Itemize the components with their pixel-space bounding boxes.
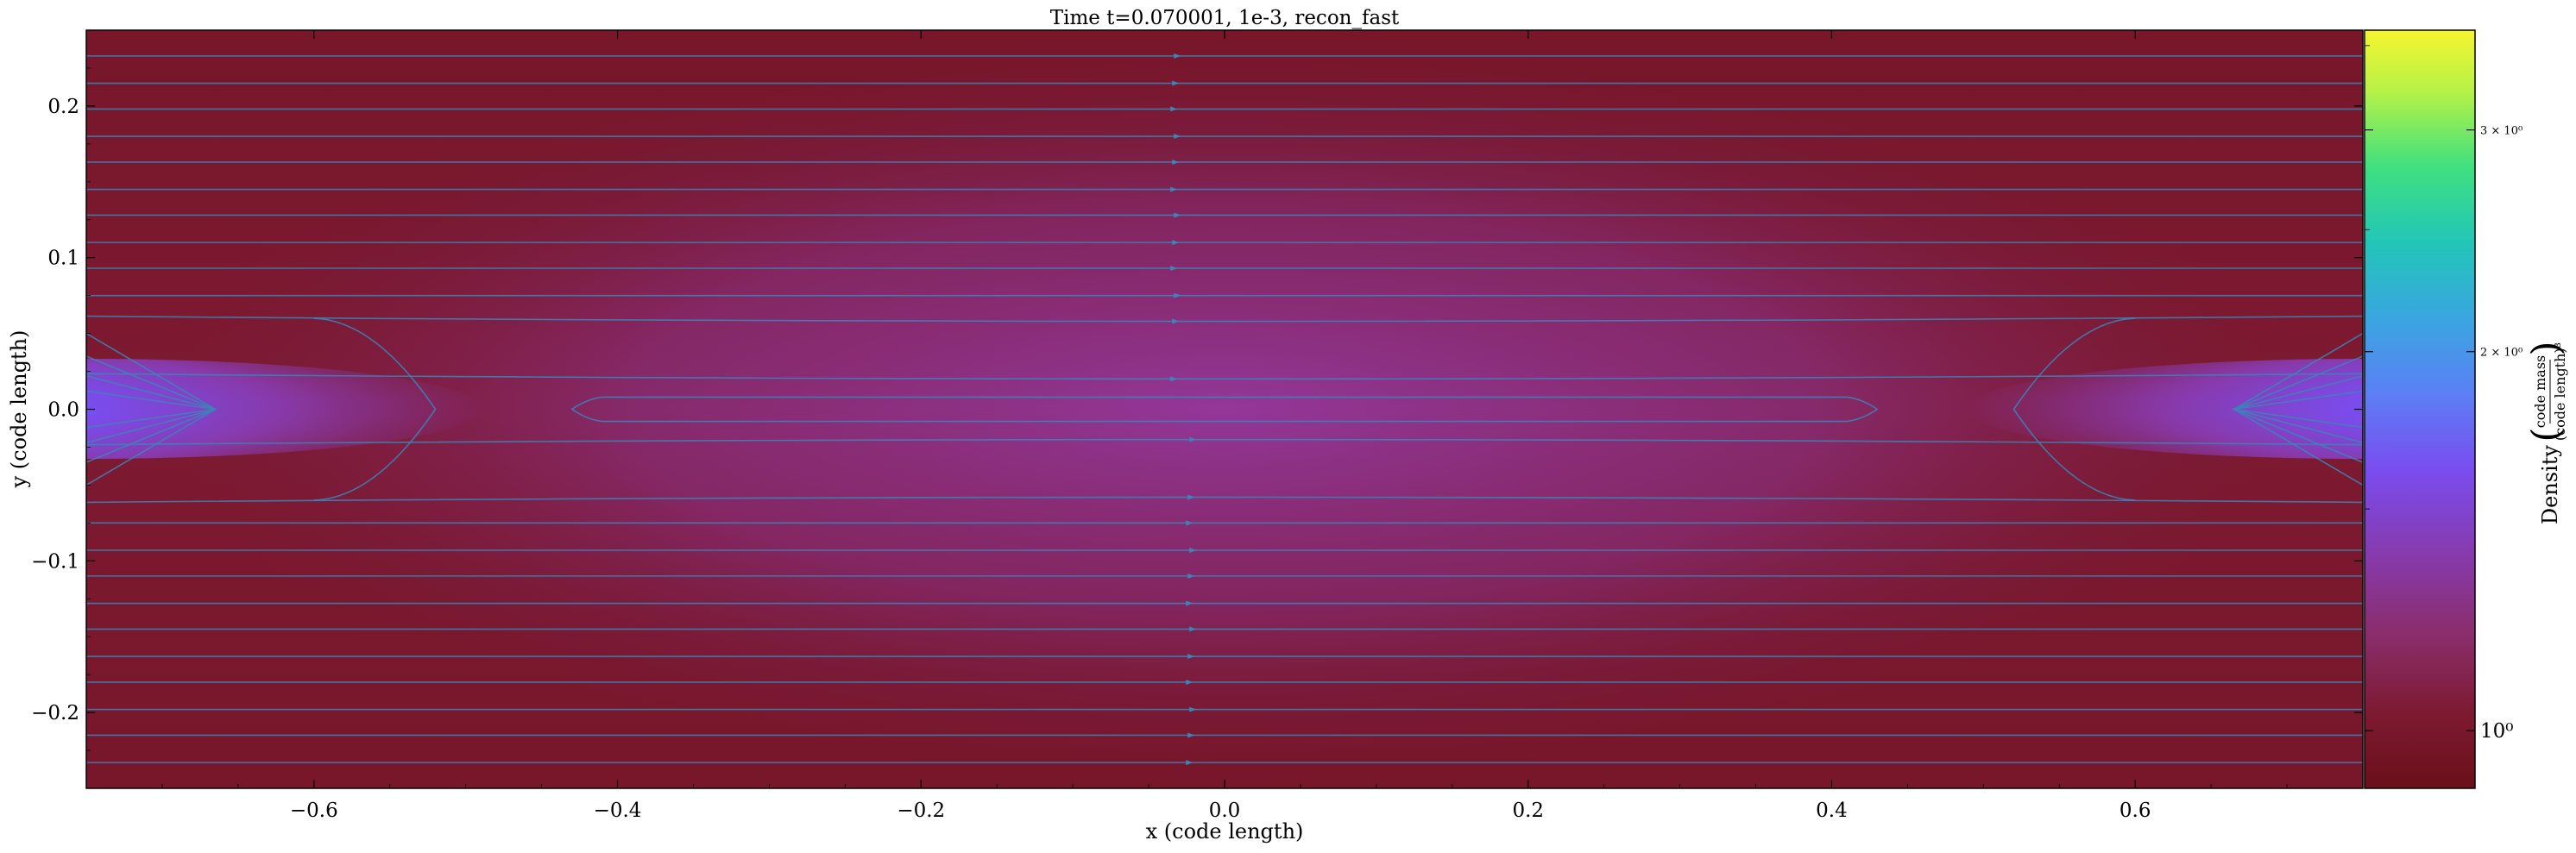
x-tick-label: −0.4 xyxy=(594,800,642,822)
field-arrow xyxy=(1174,212,1181,218)
field-arrow xyxy=(1187,573,1195,579)
field-arrow xyxy=(1174,292,1181,298)
density-left-peak xyxy=(86,359,483,459)
colorbar xyxy=(2364,29,2476,789)
density-left-dark-lower xyxy=(86,438,207,559)
field-arrow xyxy=(1172,159,1180,165)
field-arrow xyxy=(1172,80,1180,86)
y-tick-label: 0.0 xyxy=(47,399,79,422)
colorbar-ticks: 10⁰ 2 × 10⁰ 3 × 10⁰ xyxy=(2365,45,2522,789)
y-tick-label: −0.1 xyxy=(31,550,79,573)
field-line xyxy=(86,373,2363,380)
colorbar-label-denominator: (code length)³ xyxy=(2552,342,2568,441)
field-arrow xyxy=(1187,732,1195,738)
chart-title: Time t=0.070001, 1e-3, recon_fast xyxy=(1050,7,1400,29)
y-axis-label: y (code length) xyxy=(7,330,31,489)
x-tick-label: 0.0 xyxy=(1209,800,1241,822)
density-right-dark xyxy=(2242,259,2363,379)
density-right-dark-lower xyxy=(2242,438,2363,559)
field-arrow xyxy=(1186,760,1194,766)
x-tick-label: −0.6 xyxy=(290,800,338,822)
field-arrow xyxy=(1189,706,1197,712)
field-arrow xyxy=(1187,494,1195,500)
field-line xyxy=(86,496,2363,504)
field-arrow xyxy=(1170,106,1178,112)
field-line-loop xyxy=(570,396,603,423)
field-line-loop xyxy=(1846,396,1879,423)
field-arrow xyxy=(1189,436,1197,442)
y-tick-label: 0.1 xyxy=(47,248,79,270)
field-arrow xyxy=(1172,240,1180,246)
x-axis-ticks: −0.6 −0.4 −0.2 0.0 0.2 0.4 0.6 xyxy=(161,30,2288,822)
field-arrow xyxy=(1170,376,1178,382)
colorbar-label-numerator: code mass xyxy=(2532,355,2548,429)
y-tick-label: −0.2 xyxy=(31,702,79,724)
x-tick-label: 0.6 xyxy=(2119,800,2151,822)
field-arrow xyxy=(1187,654,1195,660)
field-arrow xyxy=(1189,626,1197,632)
field-lines xyxy=(86,55,2363,763)
colorbar-tick-label: 2 × 10⁰ xyxy=(2480,347,2522,360)
field-line-arrows xyxy=(1170,53,1197,766)
colorbar-tick-label: 10⁰ xyxy=(2480,720,2514,743)
colorbar-label: Density ( code mass (code length)³ ) xyxy=(2524,341,2568,524)
field-arrow xyxy=(1170,186,1178,192)
colorbar-tick-label: 3 × 10⁰ xyxy=(2480,125,2522,138)
x-tick-label: 0.2 xyxy=(1512,800,1544,822)
field-arrow xyxy=(1186,679,1194,685)
field-line-loop xyxy=(2012,317,2136,501)
field-arrow xyxy=(1174,53,1181,59)
colorbar-paren-open: ( xyxy=(2524,427,2568,442)
field-arrow xyxy=(1172,318,1180,324)
colorbar-label-prefix: Density xyxy=(2538,445,2562,525)
field-line xyxy=(86,315,2363,323)
colorbar-paren-close: ) xyxy=(2524,341,2568,355)
field-arrow xyxy=(1174,134,1181,140)
field-line-xpoint xyxy=(86,390,216,429)
x-axis-label: x (code length) xyxy=(1146,819,1304,844)
y-tick-label: 0.2 xyxy=(47,96,79,118)
field-arrow xyxy=(1170,266,1178,272)
x-tick-label: −0.2 xyxy=(897,800,945,822)
field-arrow xyxy=(1186,520,1194,526)
x-tick-label: 0.4 xyxy=(1816,800,1848,822)
field-line-loop xyxy=(313,317,437,501)
y-axis-ticks: 0.2 0.1 0.0 −0.1 −0.2 xyxy=(31,29,2363,789)
field-line xyxy=(86,438,2363,446)
field-arrow xyxy=(1186,600,1194,606)
field-line-xpoint xyxy=(2233,390,2363,429)
density-right-peak xyxy=(1966,359,2363,459)
density-left-dark xyxy=(86,259,207,379)
field-arrow xyxy=(1189,547,1197,553)
density-field xyxy=(86,30,2363,788)
